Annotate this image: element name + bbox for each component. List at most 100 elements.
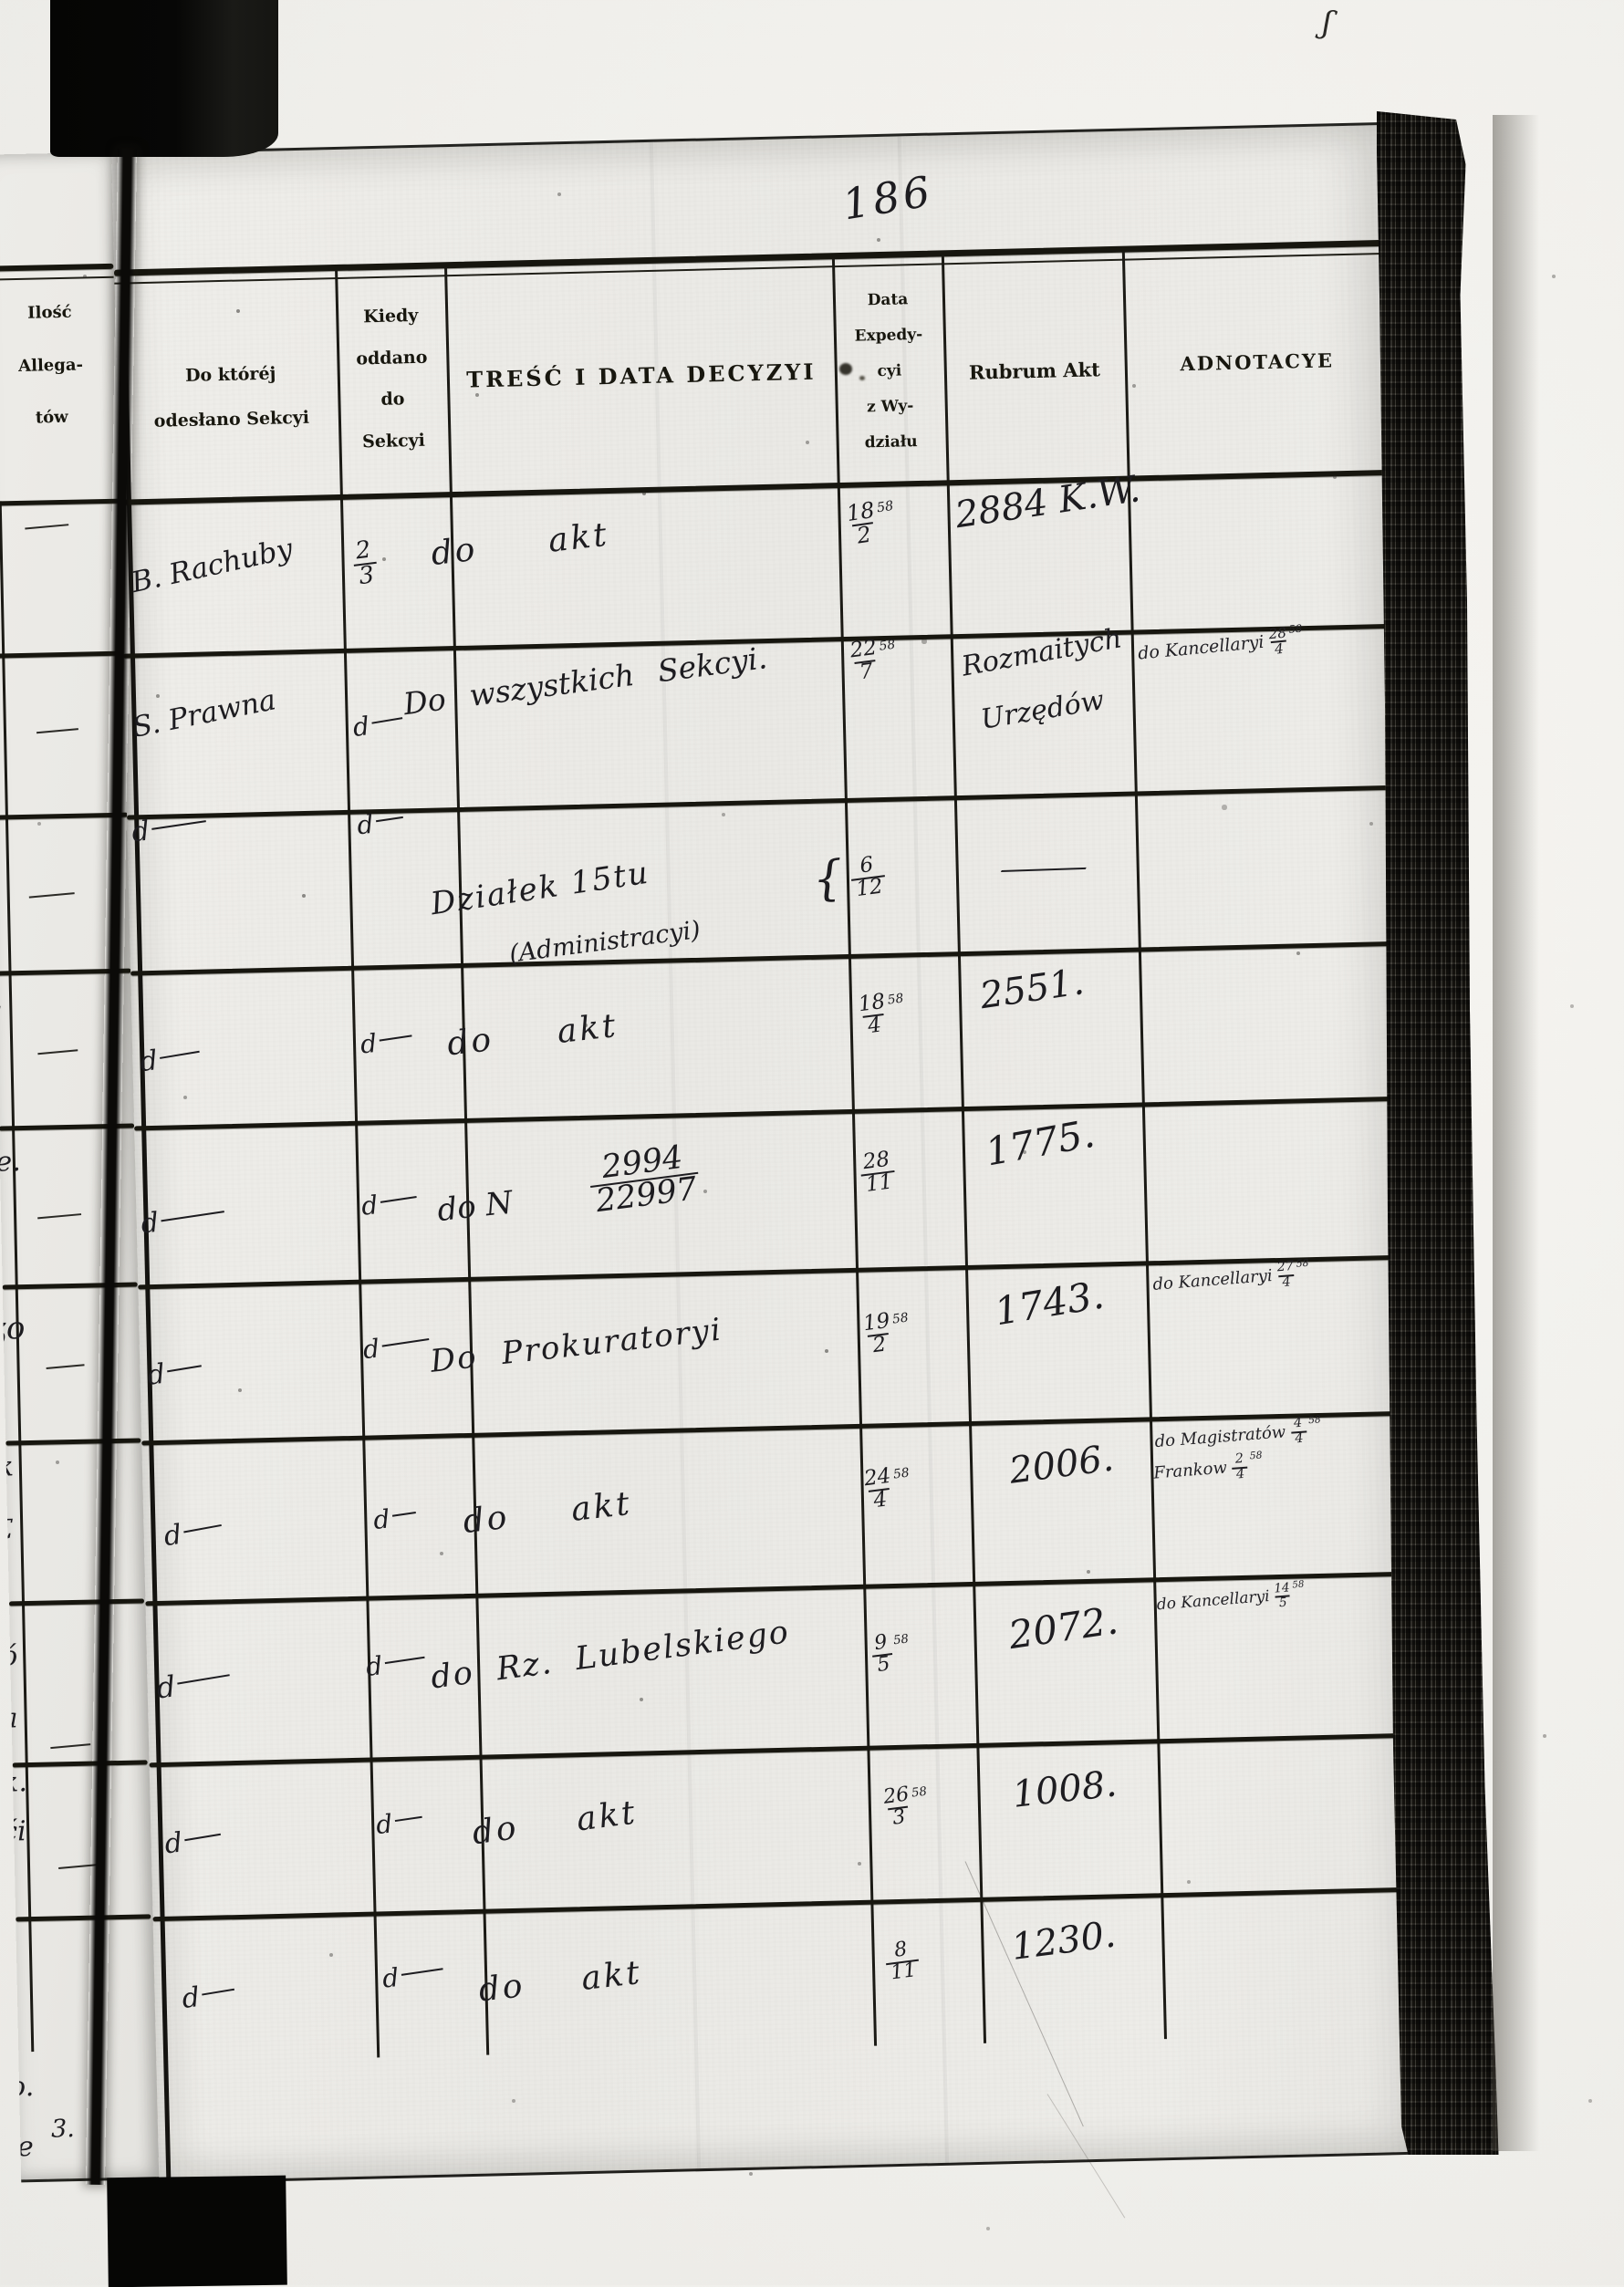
ink-blot [859, 376, 865, 380]
row-9-data: 26 3 58 [881, 1783, 928, 1830]
header-line: TREŚĆ I DATA DECYZYI [465, 358, 817, 393]
row-5-tresc-fraction: 2994 22997 [587, 1139, 703, 1220]
row-7-sekcya-ditto: d [162, 1516, 224, 1553]
row-1-tresc: do akt [429, 515, 611, 574]
ink-blot [839, 363, 852, 375]
row-3-sekcya-ditto: d [130, 813, 208, 848]
row-3-data: 6 12 [848, 853, 889, 901]
left-header-line: Allega- [17, 355, 84, 376]
column-header-rubrum: Rubrum Akt [946, 358, 1123, 384]
column-header-tresc: TREŚĆ I DATA DECYZYI [453, 358, 830, 393]
row-1-sekcya: B. Rachuby [128, 532, 297, 600]
left-page-row-line [12, 1760, 148, 1768]
stray-pen-mark: ʃ [1320, 4, 1334, 42]
row-10-sekcya-ditto: d [181, 1980, 236, 2015]
left-page-row-line [8, 1598, 145, 1606]
row-9-tresc: do akt [470, 1793, 640, 1853]
row-4-data: 18 4 58 [857, 989, 905, 1039]
cut-handwriting-fragment: k [0, 1450, 15, 1483]
header-line: Data [867, 290, 909, 310]
row-10-rubrum: 1230. [1008, 1913, 1119, 1969]
row-3-brace: { [810, 850, 846, 908]
row-7-tresc: do akt [461, 1484, 634, 1542]
scan-dark-area-bottom [107, 2175, 287, 2287]
row-8-data: 9 5 58 [872, 1630, 910, 1677]
row-10-data: 8 11 [883, 1938, 921, 1984]
row-line [130, 941, 1400, 976]
row-9-sekcya-ditto: d [163, 1825, 223, 1861]
row-5-kiedy-ditto: d [360, 1189, 418, 1221]
row-8-kiedy-ditto: d [365, 1649, 426, 1682]
row-3-tresc-line1: Działek 15tu [428, 854, 652, 923]
cut-handwriting-fragment: a [1, 1702, 18, 1735]
column-header-adnotacye: ADNOTACYE [1127, 348, 1388, 376]
row-1-data: 18 2 58 [845, 496, 895, 549]
cut-handwriting-fragment: ó [0, 1640, 18, 1673]
header-line: ADNOTACYE [1180, 348, 1335, 376]
column-header-sekcya: Do któréj odesłano Sekcyi [129, 350, 333, 445]
row-line [127, 785, 1397, 820]
paper-speckles [0, 0, 2, 2]
row-2-sekcya: S. Prawna [130, 683, 279, 744]
row-2-tresc: Do wszystkich Sekcyi. [401, 639, 769, 722]
row-2-data: 22 7 58 [848, 635, 897, 685]
cut-handwriting-fragment: k. [1, 1766, 28, 1799]
row-line [134, 1096, 1404, 1131]
row-4-rubrum: 2551. [977, 961, 1088, 1018]
left-page-row-line [0, 650, 125, 659]
row-10-kiedy-ditto: d [381, 1960, 444, 1994]
cut-handwriting-fragment: ie. [0, 1146, 22, 1179]
cut-handwriting-fragment: ći [1, 1815, 27, 1848]
header-line: Do któréj [184, 363, 276, 386]
book-page-edges-shadow [1493, 115, 1551, 2151]
left-page-dash-mark [37, 1213, 82, 1220]
left-page-dash-mark [28, 892, 75, 899]
row-5-sekcya-ditto: d [140, 1203, 226, 1240]
cut-handwriting-fragment: ƹ [0, 1508, 13, 1541]
header-line: Sekcyi [361, 430, 426, 452]
row-3-rubrum-dash: — [994, 850, 1093, 887]
left-page-row-line [0, 498, 121, 506]
left-page-dash-mark [50, 1743, 91, 1750]
row-6-sekcya-ditto: d [146, 1357, 203, 1392]
header-line: działu [864, 432, 918, 452]
row-5-tresc: do N [435, 1184, 515, 1230]
row-8-adnotacya: do Kancellaryi 14 5 58 [1156, 1579, 1305, 1615]
column-line-5 [1121, 251, 1167, 2040]
row-9-rubrum: 1008. [1010, 1762, 1119, 1816]
cut-handwriting-fragment: le [8, 2131, 35, 2164]
header-line: oddano [356, 347, 428, 369]
left-page-dash-mark [46, 1364, 85, 1370]
row-line [149, 1732, 1420, 1768]
row-4-kiedy-ditto: d [359, 1027, 413, 1060]
header-line: z Wy- [866, 397, 914, 417]
header-line: Expedy- [854, 325, 923, 346]
left-page-row-line [16, 1914, 151, 1922]
row-2-rubrum-line2: Urzędów [978, 684, 1107, 736]
row-8-rubrum: 2072. [1005, 1597, 1121, 1658]
header-bottom-rule [119, 469, 1390, 505]
row-7-adnotacya-line2: Frankow 2 4 58 [1152, 1449, 1263, 1483]
page-number: 186 [838, 165, 937, 230]
row-6-rubrum: 1743. [991, 1272, 1108, 1335]
header-line: odesłano Sekcyi [153, 408, 310, 432]
left-page-top-rule [0, 263, 114, 272]
row-2-kiedy-ditto: d [351, 710, 404, 743]
column-header-kiedy: Kiedy oddano do Sekcyi [338, 295, 447, 463]
row-7-rubrum: 2006. [1006, 1437, 1117, 1492]
left-page-row-line [5, 1438, 141, 1446]
left-page-dash-mark [25, 524, 69, 530]
row-7-data: 24 4 58 [862, 1463, 911, 1513]
scan-dark-area-top [50, 0, 278, 157]
left-page-column-header-ilosc-allegatow: Ilość Allega- tów [0, 286, 114, 446]
row-6-data: 19 2 58 [861, 1308, 910, 1357]
cut-handwriting-fragment: 3. [50, 2115, 76, 2144]
header-line: Rubrum Akt [968, 358, 1101, 384]
row-7-kiedy-ditto: d [372, 1503, 417, 1535]
row-5-rubrum: 1775. [982, 1110, 1098, 1175]
row-7-adnotacya-line1: do Magistratów 4 4 58 [1153, 1413, 1322, 1452]
left-page-dash-mark [36, 728, 78, 734]
row-4-tresc: do akt [445, 1006, 620, 1064]
